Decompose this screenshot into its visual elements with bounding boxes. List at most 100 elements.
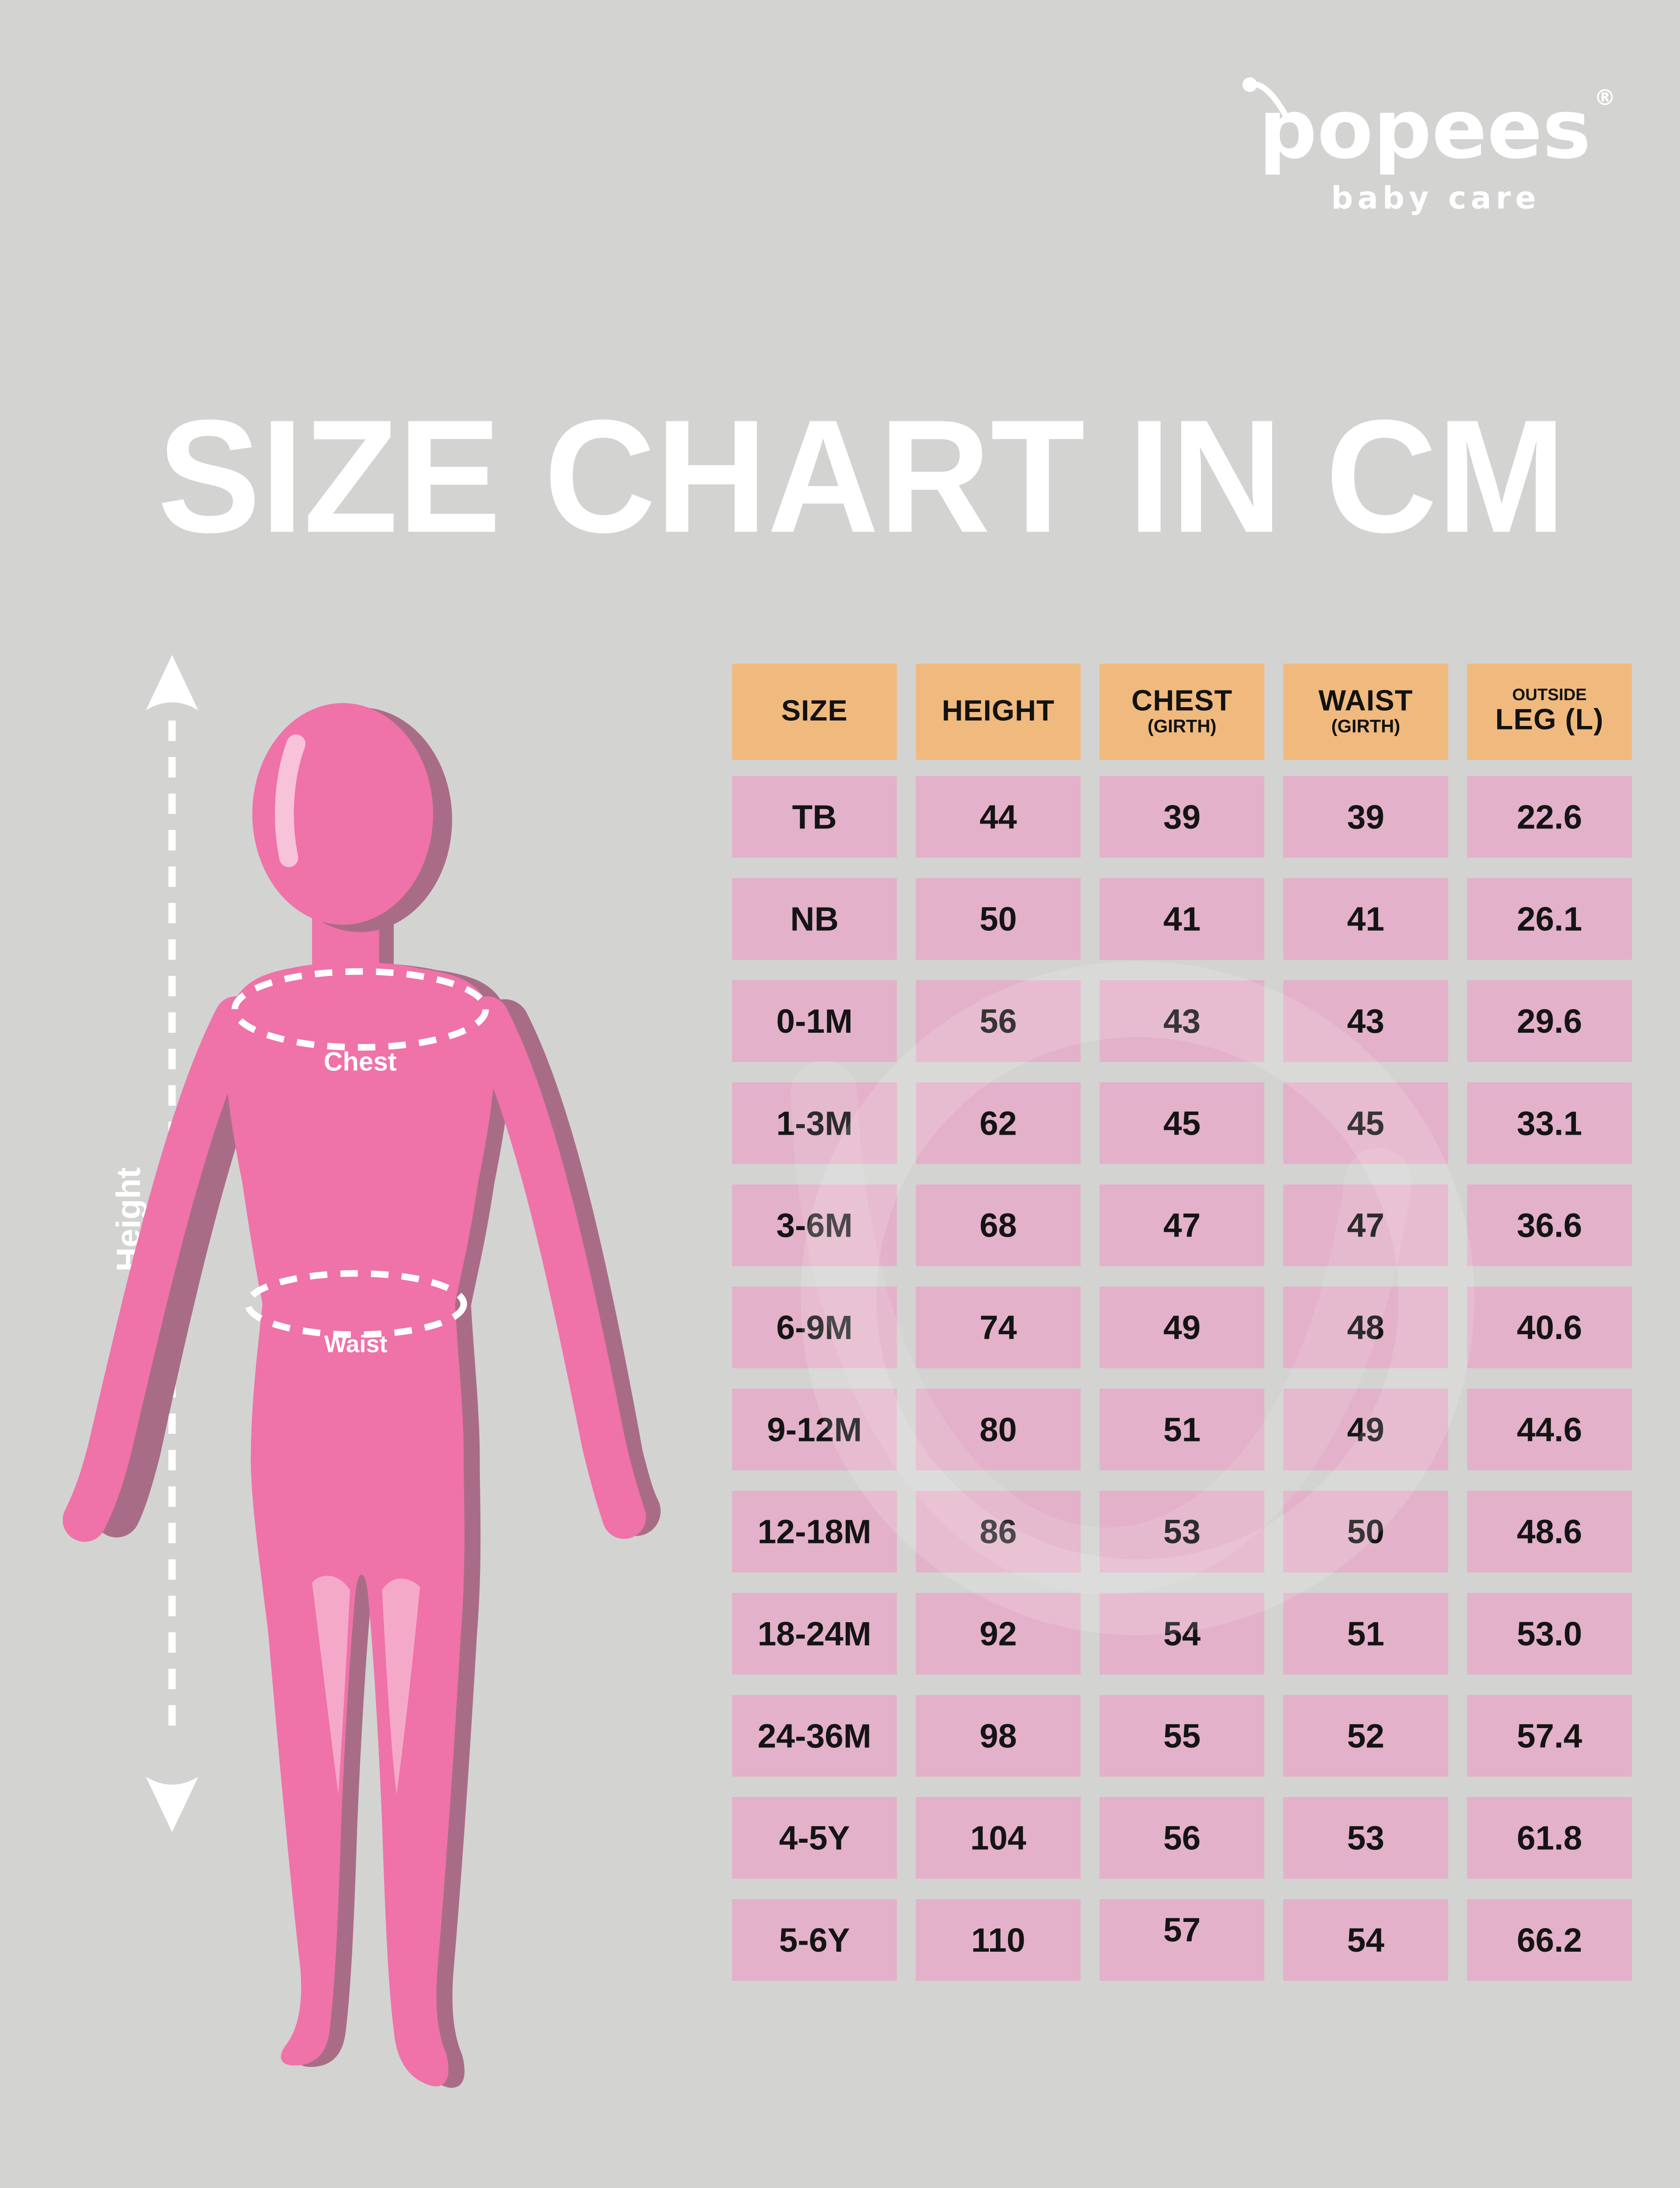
brand-logo: popees ® baby care	[1242, 77, 1616, 216]
table-cell-waist: 52	[1283, 1695, 1448, 1777]
header-cell-chest: CHEST (GIRTH)	[1099, 663, 1264, 760]
table-cell-chest: 39	[1099, 776, 1264, 858]
mannequin-figure: Height Chest Waist	[63, 655, 661, 2088]
chest-label: Chest	[324, 1047, 397, 1076]
header-cell-size: SIZE	[732, 663, 897, 760]
table-row: 6-9M 74 49 48 40.6	[732, 1286, 1632, 1368]
header-cell-waist: WAIST (GIRTH)	[1283, 663, 1448, 760]
table-cell-chest: 55	[1099, 1695, 1264, 1777]
table-cell-waist: 43	[1283, 980, 1448, 1062]
table-cell-size: 5-6Y	[732, 1899, 897, 1981]
table-cell-chest: 54	[1099, 1592, 1264, 1675]
table-cell-height: 56	[916, 980, 1081, 1062]
table-cell-outside-leg: 48.6	[1467, 1490, 1632, 1573]
table-cell-size: 4-5Y	[732, 1797, 897, 1879]
table-cell-outside-leg: 26.1	[1467, 878, 1632, 960]
table-row: 3-6M 68 47 47 36.6	[732, 1184, 1632, 1266]
table-cell-height: 92	[916, 1592, 1081, 1675]
logo-wordmark: popees ®	[1242, 77, 1616, 172]
size-table-body: TB 44 39 39 22.6 NB 50 41 41 26.1 0-1M 5…	[732, 776, 1632, 1981]
table-cell-chest: 41	[1099, 878, 1264, 960]
table-cell-chest: 51	[1099, 1389, 1264, 1470]
logo-tagline: baby care	[1331, 181, 1540, 216]
table-cell-waist: 48	[1283, 1286, 1448, 1368]
table-header-row: SIZE HEIGHT CHEST (GIRTH) WAIST (GIRTH) …	[732, 663, 1632, 760]
table-cell-outside-leg: 40.6	[1467, 1286, 1632, 1368]
table-cell-height: 50	[916, 878, 1081, 960]
table-cell-size: 3-6M	[732, 1184, 897, 1266]
table-cell-height: 74	[916, 1286, 1081, 1368]
table-cell-height: 110	[916, 1899, 1081, 1981]
table-cell-outside-leg: 36.6	[1467, 1184, 1632, 1266]
chest-girth-ellipse	[231, 968, 489, 1051]
table-cell-waist: 50	[1283, 1490, 1448, 1573]
table-cell-waist: 49	[1283, 1389, 1448, 1470]
table-cell-height: 80	[916, 1389, 1081, 1470]
table-cell-height: 98	[916, 1695, 1081, 1777]
table-cell-outside-leg: 44.6	[1467, 1389, 1632, 1470]
table-cell-height: 44	[916, 776, 1081, 858]
table-cell-chest: 57	[1099, 1899, 1264, 1981]
table-cell-outside-leg: 29.6	[1467, 980, 1632, 1062]
table-cell-height: 68	[916, 1184, 1081, 1266]
thigh-highlight-left	[312, 1575, 350, 1794]
table-cell-outside-leg: 61.8	[1467, 1797, 1632, 1879]
table-cell-waist: 53	[1283, 1797, 1448, 1879]
arrowhead-up-icon	[146, 655, 199, 711]
table-cell-size: TB	[732, 776, 897, 858]
table-cell-size: 24-36M	[732, 1695, 897, 1777]
mannequin-arm-left	[63, 996, 258, 1542]
size-table: SIZE HEIGHT CHEST (GIRTH) WAIST (GIRTH) …	[732, 663, 1632, 2002]
table-row: 1-3M 62 45 45 33.1	[732, 1082, 1632, 1164]
table-row: 24-36M 98 55 52 57.4	[732, 1695, 1632, 1777]
thigh-highlight-right	[382, 1578, 420, 1794]
table-row: 18-24M 92 54 51 53.0	[732, 1592, 1632, 1675]
table-row: 5-6Y 110 57 54 66.2	[732, 1899, 1632, 1981]
table-row: 12-18M 86 53 50 48.6	[732, 1490, 1632, 1573]
table-cell-chest: 49	[1099, 1286, 1264, 1368]
butterfly-antenna-icon	[1242, 77, 1291, 123]
table-cell-outside-leg: 66.2	[1467, 1899, 1632, 1981]
table-cell-size: 12-18M	[732, 1490, 897, 1573]
table-cell-waist: 41	[1283, 878, 1448, 960]
table-row: TB 44 39 39 22.6	[732, 776, 1632, 858]
table-cell-size: 9-12M	[732, 1389, 897, 1470]
table-cell-waist: 39	[1283, 776, 1448, 858]
table-cell-waist: 51	[1283, 1592, 1448, 1675]
table-cell-chest: 56	[1099, 1797, 1264, 1879]
table-cell-height: 104	[916, 1797, 1081, 1879]
table-cell-outside-leg: 53.0	[1467, 1592, 1632, 1675]
table-cell-chest: 45	[1099, 1082, 1264, 1164]
page-title: SIZE CHART IN CM	[157, 387, 1566, 567]
head-highlight	[275, 734, 306, 867]
table-cell-chest: 47	[1099, 1184, 1264, 1266]
registered-mark-icon: ®	[1594, 84, 1616, 111]
table-cell-size: 18-24M	[732, 1592, 897, 1675]
table-cell-size: NB	[732, 878, 897, 960]
table-cell-chest: 53	[1099, 1490, 1264, 1573]
arrowhead-down-icon	[146, 1776, 199, 1832]
table-cell-size: 1-3M	[732, 1082, 897, 1164]
table-cell-waist: 45	[1283, 1082, 1448, 1164]
table-cell-waist: 47	[1283, 1184, 1448, 1266]
logo-name: popees	[1258, 83, 1591, 178]
table-cell-outside-leg: 22.6	[1467, 776, 1632, 858]
table-cell-height: 62	[916, 1082, 1081, 1164]
table-cell-size: 0-1M	[732, 980, 897, 1062]
table-cell-outside-leg: 57.4	[1467, 1695, 1632, 1777]
waist-label: Waist	[324, 1330, 388, 1357]
table-row: 4-5Y 104 56 53 61.8	[732, 1797, 1632, 1879]
table-cell-outside-leg: 33.1	[1467, 1082, 1632, 1164]
table-row: NB 50 41 41 26.1	[732, 878, 1632, 960]
table-cell-chest: 43	[1099, 980, 1264, 1062]
table-row: 9-12M 80 51 49 44.6	[732, 1389, 1632, 1470]
mannequin-arm-right	[465, 996, 646, 1539]
waist-girth-ellipse	[245, 1270, 467, 1338]
table-cell-size: 6-9M	[732, 1286, 897, 1368]
table-cell-waist: 54	[1283, 1899, 1448, 1981]
table-row: 0-1M 56 43 43 29.6	[732, 980, 1632, 1062]
header-cell-outside-leg: OUTSIDE LEG (L)	[1467, 663, 1632, 760]
header-cell-height: HEIGHT	[916, 663, 1081, 760]
table-cell-height: 86	[916, 1490, 1081, 1573]
